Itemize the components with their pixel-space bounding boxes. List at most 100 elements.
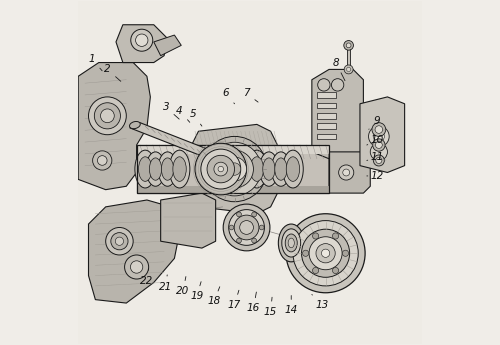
Circle shape	[100, 109, 114, 123]
Ellipse shape	[286, 157, 300, 181]
Polygon shape	[130, 123, 219, 159]
Circle shape	[376, 157, 382, 164]
Ellipse shape	[246, 150, 267, 188]
Circle shape	[302, 250, 309, 256]
Ellipse shape	[138, 157, 152, 181]
Ellipse shape	[135, 150, 156, 188]
Circle shape	[293, 220, 358, 286]
FancyBboxPatch shape	[78, 1, 422, 344]
Ellipse shape	[282, 229, 300, 257]
Ellipse shape	[162, 158, 173, 180]
Circle shape	[207, 155, 234, 183]
Ellipse shape	[150, 158, 162, 180]
Ellipse shape	[250, 157, 264, 181]
Ellipse shape	[260, 152, 278, 186]
Ellipse shape	[220, 165, 229, 171]
Text: 8: 8	[332, 58, 345, 81]
Circle shape	[88, 97, 126, 135]
Circle shape	[332, 267, 338, 274]
Text: 4: 4	[176, 106, 190, 122]
Circle shape	[346, 67, 350, 71]
Bar	[317, 113, 336, 119]
Circle shape	[342, 250, 348, 256]
Circle shape	[338, 165, 354, 180]
Circle shape	[343, 169, 349, 176]
Ellipse shape	[170, 150, 190, 188]
Circle shape	[92, 151, 112, 170]
Text: 22: 22	[140, 269, 153, 286]
Circle shape	[236, 238, 242, 243]
Text: 20: 20	[176, 277, 190, 296]
Circle shape	[286, 214, 365, 293]
Polygon shape	[88, 200, 182, 303]
Ellipse shape	[275, 158, 287, 180]
Circle shape	[214, 162, 228, 176]
Circle shape	[344, 65, 353, 74]
Polygon shape	[360, 97, 405, 172]
Circle shape	[376, 141, 382, 148]
Polygon shape	[312, 69, 364, 159]
Text: 3: 3	[162, 102, 179, 119]
Text: 19: 19	[190, 282, 203, 301]
Circle shape	[216, 150, 254, 188]
Circle shape	[372, 123, 386, 136]
Text: 2: 2	[104, 65, 121, 81]
Bar	[347, 49, 350, 71]
Text: 18: 18	[208, 287, 220, 306]
Ellipse shape	[285, 234, 297, 252]
Circle shape	[332, 79, 344, 91]
Circle shape	[223, 204, 270, 251]
Circle shape	[106, 227, 133, 255]
Text: 13: 13	[312, 295, 329, 310]
Polygon shape	[329, 152, 370, 193]
Text: 5: 5	[190, 109, 202, 126]
Circle shape	[202, 136, 267, 202]
Bar	[317, 103, 336, 108]
Bar	[317, 92, 336, 98]
Circle shape	[316, 244, 335, 263]
Circle shape	[260, 225, 264, 230]
Circle shape	[136, 34, 148, 46]
Ellipse shape	[210, 152, 222, 160]
Ellipse shape	[272, 152, 290, 186]
Ellipse shape	[173, 157, 186, 181]
Circle shape	[302, 229, 350, 277]
Ellipse shape	[282, 150, 304, 188]
Circle shape	[208, 142, 262, 196]
Ellipse shape	[130, 121, 140, 129]
Circle shape	[309, 237, 342, 270]
Circle shape	[346, 43, 351, 48]
Text: 1: 1	[88, 54, 102, 71]
Polygon shape	[202, 157, 236, 171]
Circle shape	[218, 166, 224, 172]
Circle shape	[312, 267, 318, 274]
Polygon shape	[136, 145, 329, 193]
Circle shape	[252, 212, 256, 217]
Text: 6: 6	[222, 88, 234, 104]
Polygon shape	[154, 35, 182, 56]
Circle shape	[374, 131, 384, 142]
Text: 9: 9	[369, 116, 380, 129]
Polygon shape	[78, 62, 150, 190]
Polygon shape	[136, 145, 329, 154]
Circle shape	[94, 103, 120, 129]
Ellipse shape	[263, 158, 275, 180]
Circle shape	[312, 233, 318, 239]
Circle shape	[322, 249, 330, 257]
Ellipse shape	[278, 224, 304, 262]
Circle shape	[201, 149, 240, 189]
Ellipse shape	[158, 152, 177, 186]
Polygon shape	[136, 186, 329, 193]
Text: 7: 7	[244, 88, 258, 102]
Text: 11: 11	[367, 152, 384, 162]
Circle shape	[240, 220, 254, 234]
Text: 12: 12	[367, 171, 384, 181]
Text: 16: 16	[247, 292, 260, 313]
Polygon shape	[116, 25, 168, 62]
Circle shape	[374, 155, 384, 166]
Circle shape	[116, 237, 124, 245]
Circle shape	[124, 255, 148, 279]
Circle shape	[111, 233, 128, 250]
Circle shape	[228, 163, 240, 175]
Circle shape	[228, 210, 264, 245]
